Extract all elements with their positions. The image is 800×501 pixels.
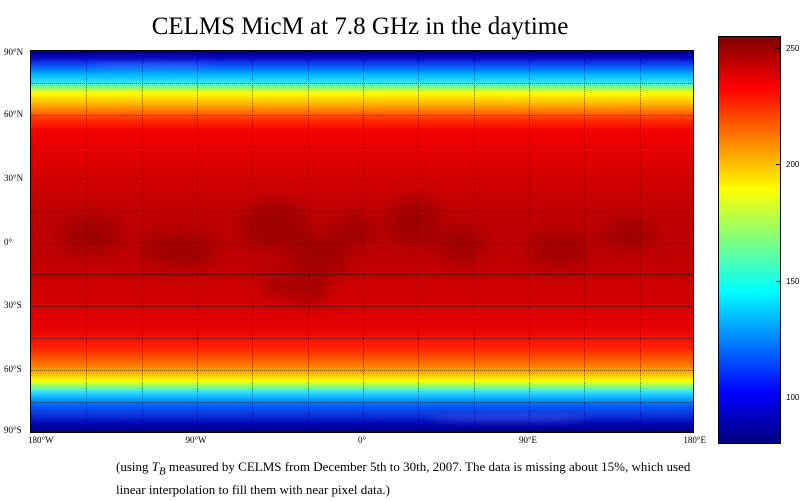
caption-subscript: B bbox=[158, 465, 166, 478]
colorbar-tick-label: 200 bbox=[786, 160, 800, 170]
meridian-line bbox=[418, 51, 420, 432]
colorbar-tick bbox=[776, 397, 781, 399]
colorbar-tick-label: 150 bbox=[786, 276, 800, 286]
meridian-line bbox=[252, 51, 254, 432]
meridian-line bbox=[86, 51, 88, 432]
parallel-line bbox=[31, 274, 693, 276]
colorbar-tick-label: 100 bbox=[786, 393, 800, 403]
latitude-label: 60°S bbox=[4, 364, 22, 375]
parallel-line bbox=[31, 242, 693, 244]
longitude-label: 90°W bbox=[185, 435, 207, 445]
figure-caption: (using TB measured by CELMS from Decembe… bbox=[116, 458, 716, 498]
meridian-line bbox=[197, 51, 198, 432]
parallel-line bbox=[31, 146, 693, 148]
caption-prefix: (using bbox=[116, 459, 152, 474]
colorbar-tick-label: 250 bbox=[786, 43, 800, 53]
meridian-line bbox=[141, 51, 143, 432]
meridian-line bbox=[639, 51, 641, 432]
longitude-label: 180°W bbox=[28, 435, 54, 445]
colorbar-tick bbox=[776, 47, 781, 49]
longitude-label: 90°E bbox=[518, 435, 538, 445]
latitude-label: 0° bbox=[4, 236, 13, 247]
longitude-label: 0° bbox=[357, 435, 367, 445]
parallel-line bbox=[31, 306, 693, 308]
parallel-line bbox=[31, 82, 693, 84]
parallel-line bbox=[31, 338, 693, 340]
caption-symbol: T bbox=[151, 459, 159, 474]
latitude-label: 90°S bbox=[4, 425, 22, 435]
caption-suffix: measured by CELMS from December 5th to 3… bbox=[116, 459, 691, 497]
meridian-line bbox=[473, 51, 475, 432]
parallel-line bbox=[31, 402, 693, 404]
meridian-line bbox=[363, 51, 364, 432]
brightness-temperature-map bbox=[30, 50, 694, 433]
meridian-line bbox=[584, 51, 586, 432]
parallel-line bbox=[31, 370, 693, 372]
meridian-line bbox=[307, 51, 309, 432]
parallel-line bbox=[31, 210, 693, 212]
latitude-label: 30°S bbox=[4, 300, 22, 311]
latitude-label: 30°N bbox=[4, 172, 24, 183]
meridian-line bbox=[529, 51, 530, 432]
colorbar-tick bbox=[776, 164, 781, 166]
latitude-label: 90°N bbox=[4, 47, 24, 57]
colorbar-tick bbox=[776, 280, 781, 282]
colorbar bbox=[718, 36, 781, 444]
latitude-label: 60°N bbox=[4, 108, 24, 119]
warm-region-overlay bbox=[31, 60, 693, 423]
map-title: CELMS MicM at 7.8 GHz in the daytime bbox=[151, 13, 569, 40]
parallel-line bbox=[31, 114, 693, 116]
parallel-line bbox=[31, 178, 693, 180]
longitude-label: 180°E bbox=[683, 435, 706, 445]
